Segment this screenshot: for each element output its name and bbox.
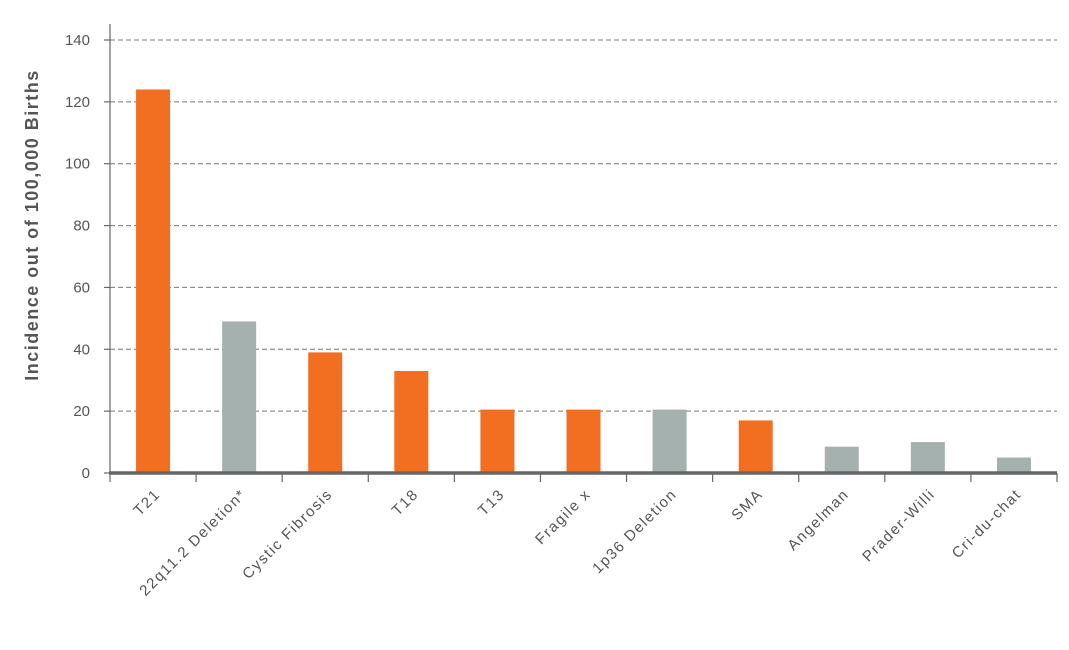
bar	[910, 442, 945, 473]
y-tick-label: 80	[73, 218, 90, 235]
bar	[738, 420, 773, 473]
bar	[996, 457, 1031, 473]
y-tick-label: 60	[73, 279, 90, 296]
x-tick-label: T21	[130, 486, 163, 519]
y-tick-label: 140	[65, 32, 90, 49]
x-tick-label: Cystic Fibrosis	[239, 486, 336, 583]
x-tick-label: SMA	[728, 486, 766, 524]
bars	[136, 89, 1031, 473]
x-tick-label: Prader-Willi	[859, 486, 939, 566]
y-tick-label: 120	[65, 94, 90, 111]
y-tick-labels: 0 20 40 60 80 100 120 140	[65, 32, 110, 482]
bar	[480, 409, 515, 473]
axes	[109, 24, 1057, 475]
x-tick-label: Cri-du-chat	[949, 486, 1025, 562]
y-axis-label: Incidence out of 100,000 Births	[22, 69, 42, 381]
y-tick-label: 20	[73, 403, 90, 420]
bar	[222, 321, 257, 473]
bar	[394, 370, 429, 473]
bar	[566, 409, 601, 473]
x-tick-label: Fragile x	[532, 486, 594, 548]
x-tick-label: T18	[389, 486, 422, 519]
bar	[652, 409, 687, 473]
x-tick-label: 1p36 Deletion	[589, 486, 680, 577]
bar	[136, 89, 171, 473]
x-tick-label: T13	[475, 486, 508, 519]
bar	[308, 352, 343, 473]
y-tick-label: 0	[82, 465, 90, 482]
y-tick-label: 100	[65, 156, 90, 173]
y-tick-label: 40	[73, 341, 90, 358]
bar	[824, 446, 859, 473]
x-tick-label: Angelman	[784, 486, 852, 554]
